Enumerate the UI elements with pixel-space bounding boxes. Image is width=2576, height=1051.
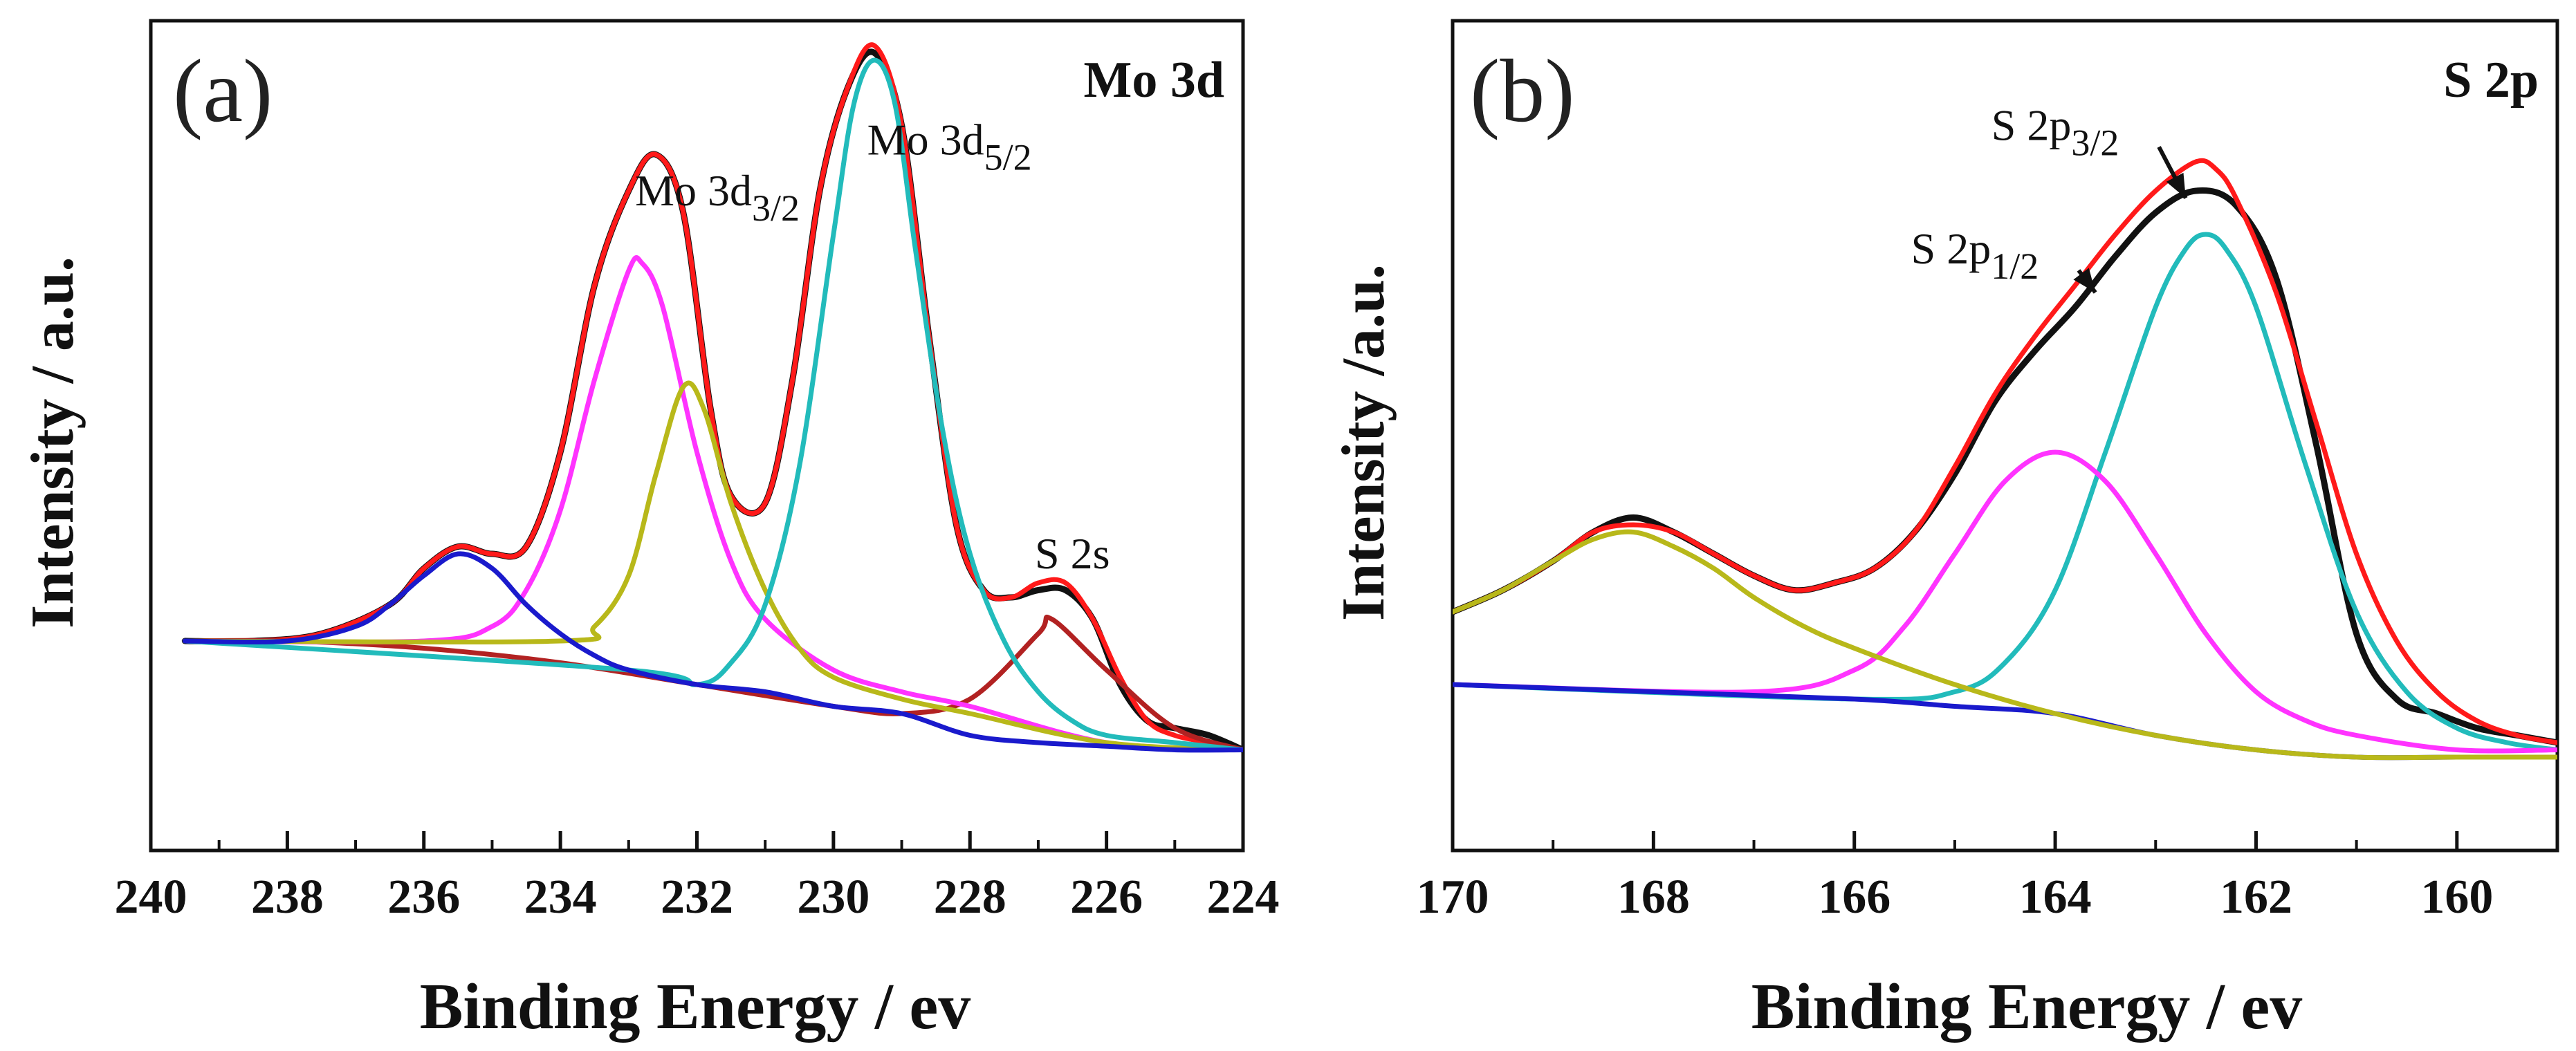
- panel-a-y-axis-title: Intensity / a.u.: [19, 257, 86, 629]
- annotation-base: S 2p: [1991, 101, 2072, 150]
- panel-a-label: (a): [173, 41, 273, 141]
- annotation-base: S 2p: [1911, 224, 1991, 273]
- x-tick-label: 164: [2019, 871, 2092, 924]
- x-tick-label: 240: [115, 871, 187, 924]
- x-tick-label: 226: [1070, 871, 1143, 924]
- series-line-mo6-3d: [182, 551, 1243, 753]
- x-tick-label: 238: [251, 871, 324, 924]
- x-tick-label: 232: [661, 871, 733, 924]
- series-line-s-2p1-2-component: [1453, 449, 2557, 754]
- x-tick-label: 224: [1207, 871, 1280, 924]
- panel-a-x-axis-title: Binding Energy / ev: [420, 971, 971, 1043]
- x-tick-label: 162: [2220, 871, 2292, 924]
- x-tick-label: 166: [1818, 871, 1890, 924]
- peak-annotation: S 2s: [1035, 529, 1110, 578]
- plot-frame: [1451, 19, 2559, 853]
- annotation-subscript: 3/2: [752, 187, 800, 229]
- panel-b-x-axis-title: Binding Energy / ev: [1751, 971, 2303, 1043]
- x-tick-label: 236: [387, 871, 460, 924]
- series-line-fitted-envelope: [182, 42, 1243, 752]
- peak-annotation: Mo 3d3/2: [635, 166, 800, 229]
- annotation-base: Mo 3d: [635, 166, 752, 215]
- x-tick-label: 234: [524, 871, 597, 924]
- panel-b-label: (b): [1470, 41, 1575, 141]
- peak-annotation: S 2p3/2: [1991, 101, 2119, 164]
- x-tick-label: 228: [934, 871, 1006, 924]
- annotation-subscript: 1/2: [1991, 245, 2039, 287]
- annotation-arrow-head: [2073, 268, 2096, 292]
- peak-annotation: S 2p1/2: [1911, 224, 2039, 287]
- annotation-arrow-head: [2166, 172, 2186, 198]
- annotation-base: Mo 3d: [867, 115, 984, 165]
- series-line-mo5-3d3-2: [182, 380, 1243, 752]
- series-line-s-2p3-2-component: [1453, 232, 2557, 752]
- panel-a-mo3d: (a) Mo 3d Binding Energy / ev Intensity …: [19, 19, 1280, 1043]
- series-line-mo4-3d3-2: [182, 254, 1243, 752]
- x-tick-label: 170: [1417, 871, 1489, 924]
- series-line-fitted-envelope: [1453, 158, 2557, 745]
- x-tick-label: 168: [1617, 871, 1690, 924]
- panel-b-y-axis-title: Intensity /a.u.: [1330, 264, 1397, 621]
- panel-b-s2p: (b) S 2p Binding Energy / ev Intensity /…: [1330, 19, 2559, 1043]
- panel-a-title: Mo 3d: [1084, 52, 1225, 109]
- annotation-base: S 2s: [1035, 529, 1110, 578]
- panel-b-title: S 2p: [2443, 52, 2539, 109]
- x-tick-label: 230: [797, 871, 870, 924]
- annotation-subscript: 3/2: [2071, 122, 2119, 164]
- peak-annotation: Mo 3d5/2: [867, 115, 1032, 178]
- annotation-subscript: 5/2: [984, 137, 1032, 178]
- x-tick-label: 160: [2420, 871, 2493, 924]
- series-line-sulfate-component: [1453, 529, 2557, 761]
